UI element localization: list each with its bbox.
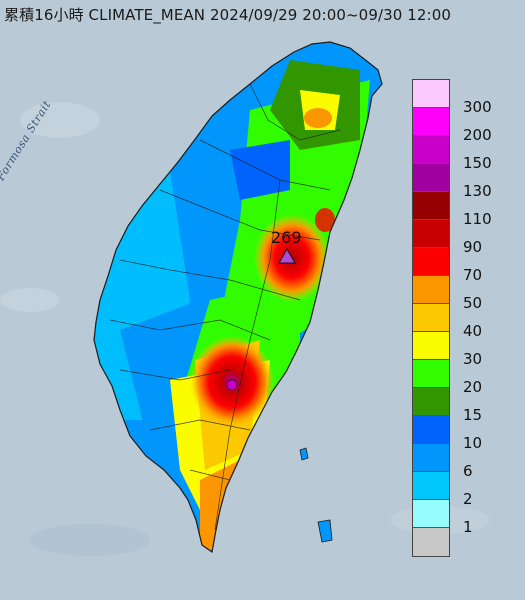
legend-swatch xyxy=(413,248,449,276)
legend-swatch xyxy=(413,136,449,164)
max-value-label: 269 xyxy=(271,228,302,247)
legend-swatch xyxy=(413,500,449,528)
legend-swatch xyxy=(413,332,449,360)
map-title: 累積16小時 CLIMATE_MEAN 2024/09/29 20:00~09/… xyxy=(4,6,451,24)
legend-label: 30 xyxy=(463,350,483,368)
legend-label: 110 xyxy=(463,210,492,228)
legend-swatch xyxy=(413,416,449,444)
legend-label: 200 xyxy=(463,126,492,144)
legend-swatch xyxy=(413,80,449,108)
legend-swatch xyxy=(413,528,449,556)
legend-swatch xyxy=(413,220,449,248)
legend-label: 1 xyxy=(463,518,473,536)
hotspot-south-marker xyxy=(226,379,238,391)
legend-label: 10 xyxy=(463,434,483,452)
legend-label: 50 xyxy=(463,294,483,312)
island-outline xyxy=(93,41,383,554)
color-legend xyxy=(412,79,450,557)
legend-label: 90 xyxy=(463,238,483,256)
legend-label: 70 xyxy=(463,266,483,284)
legend-label: 300 xyxy=(463,98,492,116)
legend-label: 15 xyxy=(463,406,483,424)
offshore-islands xyxy=(299,447,333,543)
legend-label: 20 xyxy=(463,378,483,396)
legend-swatch xyxy=(413,276,449,304)
legend-swatch xyxy=(413,388,449,416)
legend-label: 150 xyxy=(463,154,492,172)
legend-label xyxy=(463,541,492,569)
legend-swatch xyxy=(413,164,449,192)
legend-label: 6 xyxy=(463,462,473,480)
legend-label: 130 xyxy=(463,182,492,200)
legend-labels: 300 200 150 130 110 90 70 50 40 30 20 15 10 6 2 1 xyxy=(463,98,492,583)
legend-swatch xyxy=(413,108,449,136)
legend-label: 40 xyxy=(463,322,483,340)
county-boundaries xyxy=(109,83,341,531)
legend-swatch xyxy=(413,472,449,500)
legend-swatch xyxy=(413,444,449,472)
legend-swatch xyxy=(413,304,449,332)
legend-swatch xyxy=(413,192,449,220)
legend-label: 2 xyxy=(463,490,473,508)
max-marker xyxy=(278,247,296,264)
legend-swatch xyxy=(413,360,449,388)
